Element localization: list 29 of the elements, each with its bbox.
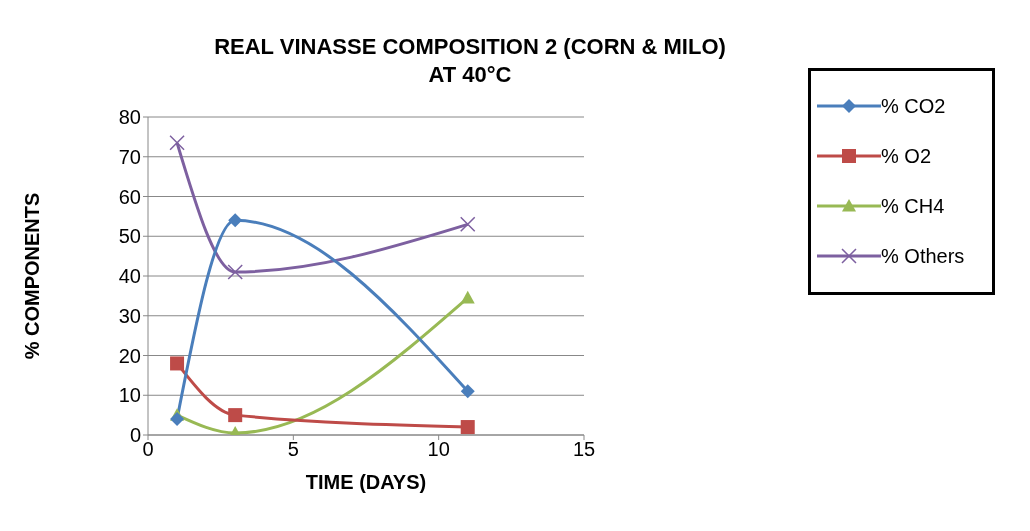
point <box>227 264 243 280</box>
y-tick-label: 50 <box>118 225 141 248</box>
y-axis-title: % COMPONENTS <box>21 192 44 360</box>
x-tick-label: 10 <box>427 438 450 461</box>
y-tick-label: 20 <box>118 344 141 367</box>
point <box>170 356 185 371</box>
legend-label: % Others <box>881 244 965 268</box>
y-tick-label: 70 <box>118 145 141 168</box>
x-axis-title: TIME (DAYS) <box>305 471 427 494</box>
legend-label: % CH4 <box>881 194 945 218</box>
y-tick-label: 60 <box>118 185 141 208</box>
point <box>460 420 475 435</box>
chart-title: REAL VINASSE COMPOSITION 2 (CORN & MILO) AT 40°C <box>213 33 727 89</box>
point <box>228 408 243 423</box>
y-tick-label: 0 <box>129 424 141 447</box>
y-tick-label: 10 <box>118 384 141 407</box>
point <box>459 216 476 233</box>
point <box>460 290 475 304</box>
x-tick-label: 15 <box>572 438 596 461</box>
legend-label: % CO2 <box>881 94 946 118</box>
point <box>170 412 185 427</box>
legend-label: % O2 <box>881 144 932 168</box>
point <box>169 135 185 151</box>
x-tick-label: 5 <box>287 438 299 461</box>
y-tick-label: 40 <box>118 265 141 288</box>
point <box>460 384 475 399</box>
y-tick-label: 80 <box>118 106 141 129</box>
y-tick-label: 30 <box>118 304 141 327</box>
point <box>228 213 243 228</box>
